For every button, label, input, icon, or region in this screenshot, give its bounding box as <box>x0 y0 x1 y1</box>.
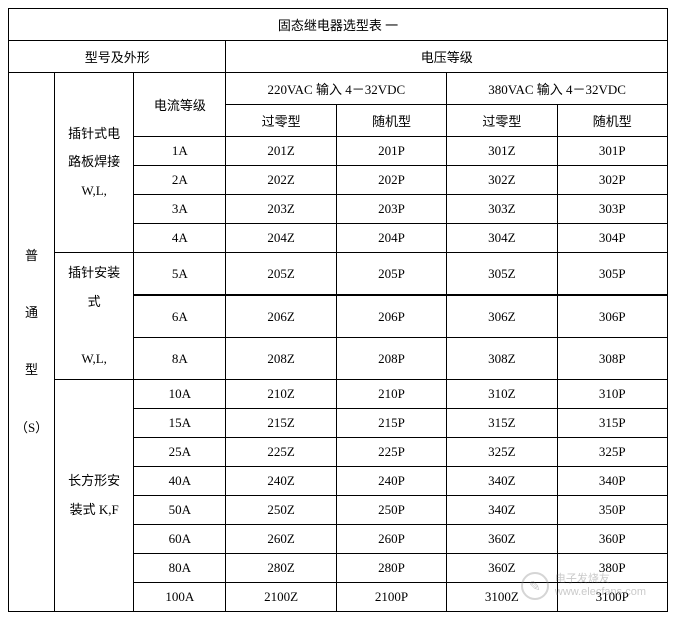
side-rect-mount: 长方形安装式 K,F <box>55 380 134 612</box>
cell-p1: 201P <box>336 137 446 166</box>
cell-current: 5A <box>134 253 226 296</box>
cell-z2: 301Z <box>447 137 557 166</box>
cell-p1: 240P <box>336 467 446 496</box>
cell-p2: 303P <box>557 195 667 224</box>
cell-p2: 310P <box>557 380 667 409</box>
header-current-class: 电流等级 <box>134 73 226 137</box>
cell-p1: 203P <box>336 195 446 224</box>
cell-p1: 215P <box>336 409 446 438</box>
cell-p1: 204P <box>336 224 446 253</box>
cell-current: 8A <box>134 338 226 380</box>
cell-p2: 301P <box>557 137 667 166</box>
cell-p1: 260P <box>336 525 446 554</box>
cell-p1: 205P <box>336 253 446 296</box>
cell-z2: 303Z <box>447 195 557 224</box>
cell-p2: 380P <box>557 554 667 583</box>
cell-current: 50A <box>134 496 226 525</box>
cell-p1: 280P <box>336 554 446 583</box>
cell-p1: 225P <box>336 438 446 467</box>
cell-current: 6A <box>134 295 226 338</box>
cell-current: 2A <box>134 166 226 195</box>
cell-current: 25A <box>134 438 226 467</box>
cell-p2: 360P <box>557 525 667 554</box>
cell-z1: 225Z <box>226 438 336 467</box>
cell-z2: 340Z <box>447 467 557 496</box>
cell-p2: 340P <box>557 467 667 496</box>
cell-z2: 305Z <box>447 253 557 296</box>
header-model-shape: 型号及外形 <box>9 41 226 73</box>
cell-p1: 202P <box>336 166 446 195</box>
cell-current: 1A <box>134 137 226 166</box>
cell-p1: 206P <box>336 295 446 338</box>
cell-z1: 210Z <box>226 380 336 409</box>
cell-p1: 2100P <box>336 583 446 612</box>
cell-p2: 350P <box>557 496 667 525</box>
table-row: 长方形安装式 K,F 10A 210Z 210P 310Z 310P <box>9 380 668 409</box>
cell-z2: 315Z <box>447 409 557 438</box>
header-random-1: 随机型 <box>336 105 446 137</box>
cell-z1: 250Z <box>226 496 336 525</box>
cell-z1: 201Z <box>226 137 336 166</box>
cell-z1: 2100Z <box>226 583 336 612</box>
header-380v: 380VAC 输入 4－32VDC <box>447 73 668 105</box>
cell-z1: 206Z <box>226 295 336 338</box>
cell-p2: 305P <box>557 253 667 296</box>
cell-current: 40A <box>134 467 226 496</box>
cell-z2: 325Z <box>447 438 557 467</box>
cell-p2: 302P <box>557 166 667 195</box>
cell-p1: 208P <box>336 338 446 380</box>
header-220v: 220VAC 输入 4－32VDC <box>226 73 447 105</box>
cell-p2: 315P <box>557 409 667 438</box>
side-pin-pcb: 插针式电路板焊接W,L, <box>55 73 134 253</box>
cell-z2: 302Z <box>447 166 557 195</box>
cell-current: 60A <box>134 525 226 554</box>
table-title: 固态继电器选型表 一 <box>9 9 668 41</box>
cell-p1: 250P <box>336 496 446 525</box>
cell-p2: 3100P <box>557 583 667 612</box>
cell-current: 3A <box>134 195 226 224</box>
cell-current: 4A <box>134 224 226 253</box>
cell-p1: 210P <box>336 380 446 409</box>
cell-z2: 308Z <box>447 338 557 380</box>
header-voltage-class: 电压等级 <box>226 41 668 73</box>
cell-p2: 308P <box>557 338 667 380</box>
cell-z2: 304Z <box>447 224 557 253</box>
cell-z1: 260Z <box>226 525 336 554</box>
relay-selection-table: 固态继电器选型表 一 型号及外形 电压等级 普 通 型 （S） 插针式电路板焊接… <box>8 8 668 612</box>
cell-z2: 3100Z <box>447 583 557 612</box>
cell-z1: 204Z <box>226 224 336 253</box>
cell-current: 10A <box>134 380 226 409</box>
cell-current: 100A <box>134 583 226 612</box>
cell-z2: 360Z <box>447 525 557 554</box>
cell-z1: 280Z <box>226 554 336 583</box>
cell-p2: 306P <box>557 295 667 338</box>
cell-z1: 202Z <box>226 166 336 195</box>
cell-z2: 340Z <box>447 496 557 525</box>
cell-z2: 360Z <box>447 554 557 583</box>
header-zero-2: 过零型 <box>447 105 557 137</box>
cell-p2: 304P <box>557 224 667 253</box>
header-random-2: 随机型 <box>557 105 667 137</box>
cell-z2: 306Z <box>447 295 557 338</box>
side-pin-mount: 插针安装式 W,L, <box>55 253 134 380</box>
cell-z1: 240Z <box>226 467 336 496</box>
cell-z1: 203Z <box>226 195 336 224</box>
cell-z1: 205Z <box>226 253 336 296</box>
cell-z2: 310Z <box>447 380 557 409</box>
cell-p2: 325P <box>557 438 667 467</box>
header-zero-1: 过零型 <box>226 105 336 137</box>
cell-current: 15A <box>134 409 226 438</box>
cell-z1: 215Z <box>226 409 336 438</box>
table-row: 插针安装式 W,L, 5A 205Z 205P 305Z 305P <box>9 253 668 296</box>
cell-z1: 208Z <box>226 338 336 380</box>
cell-current: 80A <box>134 554 226 583</box>
side-general-type: 普 通 型 （S） <box>9 73 55 612</box>
